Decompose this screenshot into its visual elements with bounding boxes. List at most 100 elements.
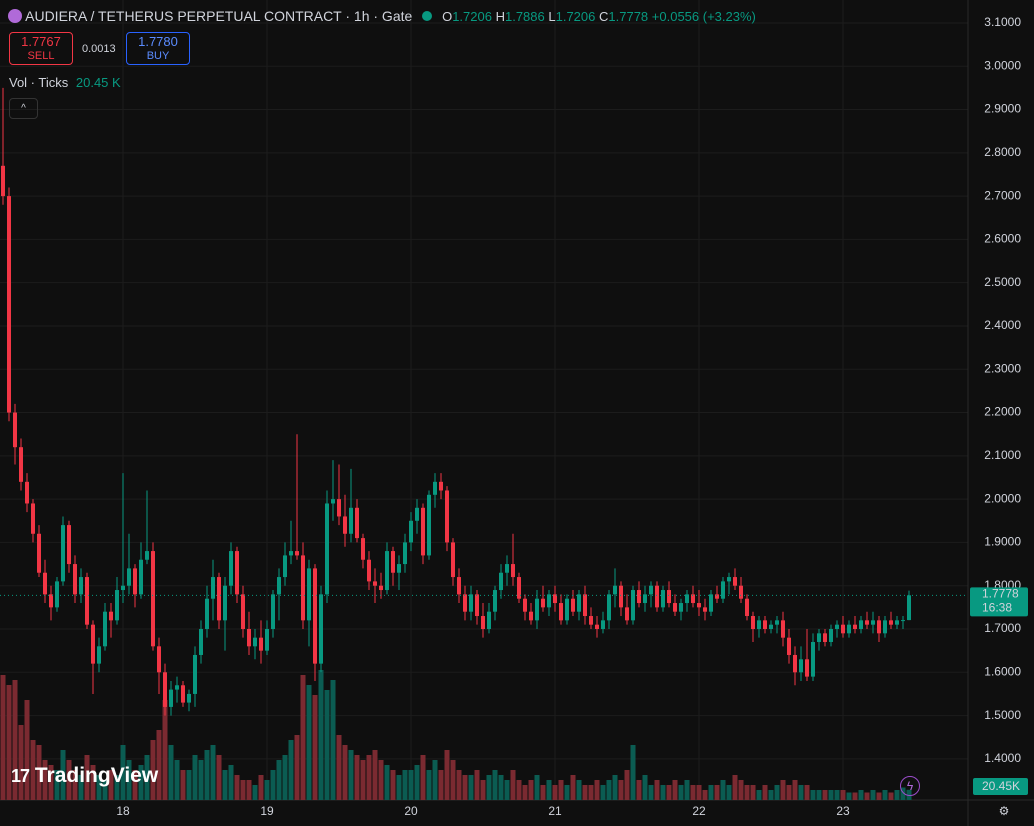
volume-bar	[264, 780, 270, 800]
sell-button[interactable]: 1.7767 SELL	[9, 32, 73, 65]
candle-body	[793, 654, 797, 673]
sell-price: 1.7767	[21, 34, 61, 49]
candle-body	[445, 490, 449, 543]
volume-bar	[318, 670, 324, 800]
collapse-button[interactable]: ^	[9, 98, 38, 119]
candle-body	[499, 572, 503, 591]
candle-body	[247, 629, 251, 647]
volume-bar	[348, 750, 354, 800]
volume-bar	[258, 775, 264, 800]
candle-body	[385, 551, 389, 591]
settings-icon[interactable]: ⚙	[999, 804, 1010, 818]
volume-bar	[306, 685, 312, 800]
volume-bar	[582, 785, 588, 800]
candle-body	[73, 564, 77, 595]
candle-body	[403, 542, 407, 565]
candle-body	[313, 568, 317, 664]
candle-body	[835, 624, 839, 630]
candle-body	[127, 568, 131, 586]
candle-body	[211, 577, 215, 599]
candle-body	[613, 585, 617, 595]
volume-bar	[300, 675, 306, 800]
candle-body	[349, 507, 353, 534]
volume-bar	[630, 745, 636, 800]
volume-bar	[516, 780, 522, 800]
candle-body	[763, 620, 767, 630]
candle-body	[637, 590, 641, 604]
volume-bar	[48, 765, 54, 800]
volume-title: Vol · Ticks	[9, 75, 69, 90]
volume-bar	[684, 780, 690, 800]
volume-bar	[402, 770, 408, 800]
volume-bar	[852, 792, 858, 800]
volume-bar	[576, 780, 582, 800]
candle-body	[565, 598, 569, 621]
volume-bar	[474, 770, 480, 800]
candle-body	[433, 481, 437, 495]
volume-bar	[666, 785, 672, 800]
change: +0.0556 (+3.23%)	[651, 9, 756, 24]
candle-body	[145, 551, 149, 560]
chart-title[interactable]: AUDIERA / TETHERUS PERPETUAL CONTRACT · …	[25, 8, 413, 24]
candle-body	[511, 564, 515, 578]
candle-body	[427, 494, 431, 556]
candle-body	[277, 577, 281, 595]
ohlc-value: 1.7206	[555, 9, 596, 24]
ohlc-key: O	[442, 9, 453, 24]
candle-body	[235, 551, 239, 595]
volume-bar	[426, 770, 432, 800]
volume-bar	[594, 780, 600, 800]
candle-body	[685, 594, 689, 604]
volume-bar	[36, 745, 42, 800]
volume-bar	[222, 770, 228, 800]
candle-body	[469, 594, 473, 612]
volume-bar	[618, 780, 624, 800]
volume-bar	[66, 760, 72, 800]
volume-bar	[762, 785, 768, 800]
volume-bar	[570, 775, 576, 800]
volume-bar	[498, 775, 504, 800]
candle-body	[475, 594, 479, 617]
x-tick-label: 21	[548, 804, 562, 818]
buy-button[interactable]: 1.7780 BUY	[126, 32, 190, 65]
volume-bar	[468, 775, 474, 800]
volume-legend: Vol · Ticks 20.45 K	[9, 75, 121, 90]
candle-body	[649, 585, 653, 595]
volume-bar	[492, 770, 498, 800]
candle-body	[871, 620, 875, 625]
volume-bar	[126, 760, 132, 800]
volume-bar	[876, 792, 882, 800]
volume-bar	[882, 790, 888, 800]
candle-body	[157, 646, 161, 673]
volume-bar	[354, 755, 360, 800]
alert-icon[interactable]: ϟ	[900, 776, 920, 796]
candle-body	[457, 577, 461, 595]
candle-body	[625, 607, 629, 621]
volume-bar	[864, 792, 870, 800]
volume-bar	[642, 775, 648, 800]
volume-bar	[534, 775, 540, 800]
volume-bar	[858, 790, 864, 800]
candle-body	[265, 629, 269, 651]
y-tick-label: 1.5000	[984, 708, 1021, 722]
candle-body	[223, 585, 227, 621]
candle-body	[607, 594, 611, 621]
candle-body	[709, 594, 713, 612]
candle-body	[865, 620, 869, 625]
candle-body	[289, 551, 293, 556]
candle-body	[397, 564, 401, 573]
candle-body	[697, 603, 701, 608]
volume-bar	[480, 780, 486, 800]
volume-bar	[612, 775, 618, 800]
volume-bar	[216, 755, 222, 800]
volume-bar	[342, 745, 348, 800]
candle-body	[547, 594, 551, 608]
volume-bar	[846, 792, 852, 800]
candle-body	[505, 564, 509, 573]
candle-body	[859, 620, 863, 630]
ohlc-key: L	[548, 9, 556, 24]
candle-body	[691, 594, 695, 604]
ohlc-value: 1.7206	[452, 9, 492, 24]
candle-body	[517, 577, 521, 599]
y-tick-label: 2.6000	[984, 232, 1021, 246]
